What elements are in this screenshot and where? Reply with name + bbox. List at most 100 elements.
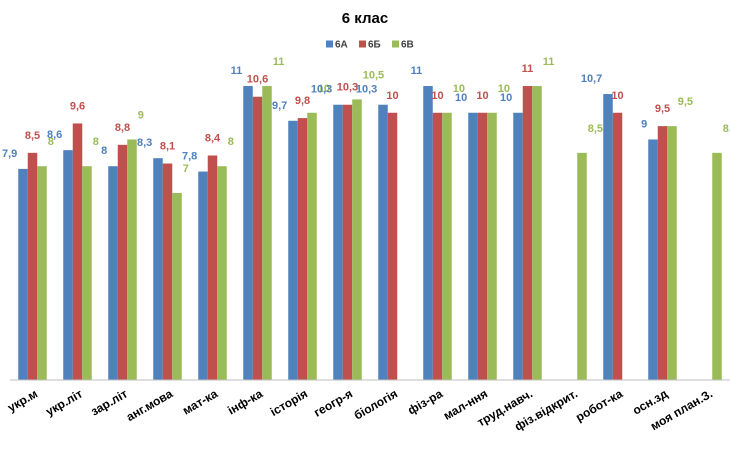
bar-1-10 — [423, 86, 433, 380]
category-label-1: укр.м — [5, 386, 40, 414]
value-label-3-10: 10 — [453, 83, 465, 95]
value-label-1-5: 7,8 — [182, 151, 197, 163]
value-label-3-11: 10 — [498, 83, 510, 95]
value-label-1-11: 10 — [455, 92, 467, 104]
value-label-1-9: 10,3 — [356, 84, 377, 96]
value-label-3-4: 7 — [183, 163, 189, 175]
value-label-2-1: 8,5 — [25, 130, 40, 142]
value-label-2-8: 10,3 — [337, 82, 358, 94]
category-label-6: інф-ка — [225, 386, 265, 417]
value-label-2-10: 10 — [431, 90, 443, 102]
bar-2-9 — [387, 112, 398, 380]
category-label-14: робот-ка — [573, 386, 625, 424]
bar-2-1 — [27, 152, 38, 380]
chart-title: 6 клас — [342, 10, 388, 27]
bar-3-8 — [352, 99, 362, 381]
legend-label-3: 6В — [401, 40, 414, 51]
bar-2-4 — [162, 163, 173, 380]
value-label-1-3: 8 — [101, 145, 107, 157]
value-label-1-10: 11 — [411, 65, 423, 77]
bar-3-16 — [712, 152, 722, 380]
value-label-1-12: 10 — [500, 92, 512, 104]
bar-1-14 — [603, 94, 613, 381]
bar-1-4 — [153, 158, 163, 380]
value-label-1-6: 11 — [231, 65, 243, 77]
value-label-3-2: 8 — [93, 136, 99, 148]
value-label-3-13: 8,5 — [588, 123, 603, 135]
bar-3-7 — [307, 112, 317, 380]
value-label-2-11: 10 — [476, 90, 488, 102]
value-label-2-14: 10 — [611, 90, 623, 102]
value-label-1-14: 10,7 — [581, 73, 602, 85]
value-label-3-6: 11 — [273, 56, 285, 68]
value-label-3-3: 9 — [138, 109, 144, 121]
bar-3-4 — [172, 192, 182, 380]
bar-2-7 — [297, 118, 308, 380]
value-label-3-5: 8 — [228, 136, 234, 148]
value-label-2-7: 9,8 — [295, 95, 310, 107]
bar-1-8 — [333, 104, 343, 381]
value-label-1-1: 7,9 — [2, 148, 17, 160]
bar-3-13 — [577, 152, 587, 380]
bar-1-12 — [513, 112, 523, 380]
category-label-9: біологія — [352, 386, 400, 422]
bar-2-14 — [612, 112, 623, 380]
bar-2-8 — [342, 104, 353, 381]
legend-swatch-2 — [359, 40, 366, 48]
value-label-2-6: 10,6 — [247, 74, 268, 86]
bar-1-6 — [243, 86, 253, 380]
bar-3-6 — [262, 86, 272, 380]
bar-1-15 — [648, 139, 658, 380]
bar-3-3 — [127, 139, 137, 380]
bar-2-10 — [432, 112, 443, 380]
bar-3-11 — [487, 112, 497, 380]
bar-3-12 — [532, 86, 542, 380]
value-label-2-2: 9,6 — [70, 100, 85, 112]
bar-2-15 — [657, 126, 668, 381]
value-label-1-15: 9 — [641, 118, 647, 130]
category-label-5: мат-ка — [180, 386, 220, 417]
value-label-1-7: 9,7 — [272, 100, 287, 112]
legend: 6А 6Б 6В — [326, 40, 414, 51]
value-label-3-7: 10 — [318, 83, 330, 95]
value-label-1-4: 8,3 — [137, 137, 152, 149]
bar-1-5 — [198, 171, 208, 380]
bar-1-1 — [18, 168, 28, 380]
bar-2-6 — [252, 96, 263, 380]
category-label-2: укр.літ — [43, 386, 85, 418]
bar-2-5 — [207, 155, 218, 380]
bar-3-10 — [442, 112, 452, 380]
value-label-2-12: 11 — [522, 63, 534, 75]
bar-1-3 — [108, 166, 118, 380]
legend-swatch-3 — [392, 40, 399, 48]
bar-1-2 — [63, 150, 73, 380]
bar-2-3 — [117, 144, 128, 380]
category-label-4: анг.мова — [124, 386, 175, 424]
bar-2-2 — [72, 123, 83, 380]
bar-3-2 — [82, 166, 92, 380]
bar-1-9 — [378, 104, 388, 381]
value-label-1-2: 8,6 — [47, 129, 62, 141]
bars-group — [18, 86, 722, 381]
value-label-3-15: 9,5 — [678, 96, 693, 108]
legend-label-2: 6Б — [368, 40, 381, 51]
value-label-3-12: 11 — [543, 56, 555, 68]
bar-3-1 — [37, 166, 47, 380]
bar-3-15 — [667, 126, 677, 381]
value-label-2-4: 8,1 — [160, 141, 175, 153]
value-label-2-15: 9,5 — [655, 103, 670, 115]
value-label-3-8: 10,5 — [363, 69, 384, 81]
value-label-3-16: 8,5 — [723, 123, 730, 135]
legend-label-1: 6А — [335, 40, 348, 51]
bar-1-11 — [468, 112, 478, 380]
category-label-10: фіз-ра — [405, 386, 445, 417]
category-label-8: геогр-я — [311, 386, 355, 419]
value-label-2-9: 10 — [386, 90, 398, 102]
bar-2-11 — [477, 112, 488, 380]
bar-2-12 — [522, 86, 533, 380]
value-label-3-1: 8 — [48, 136, 54, 148]
